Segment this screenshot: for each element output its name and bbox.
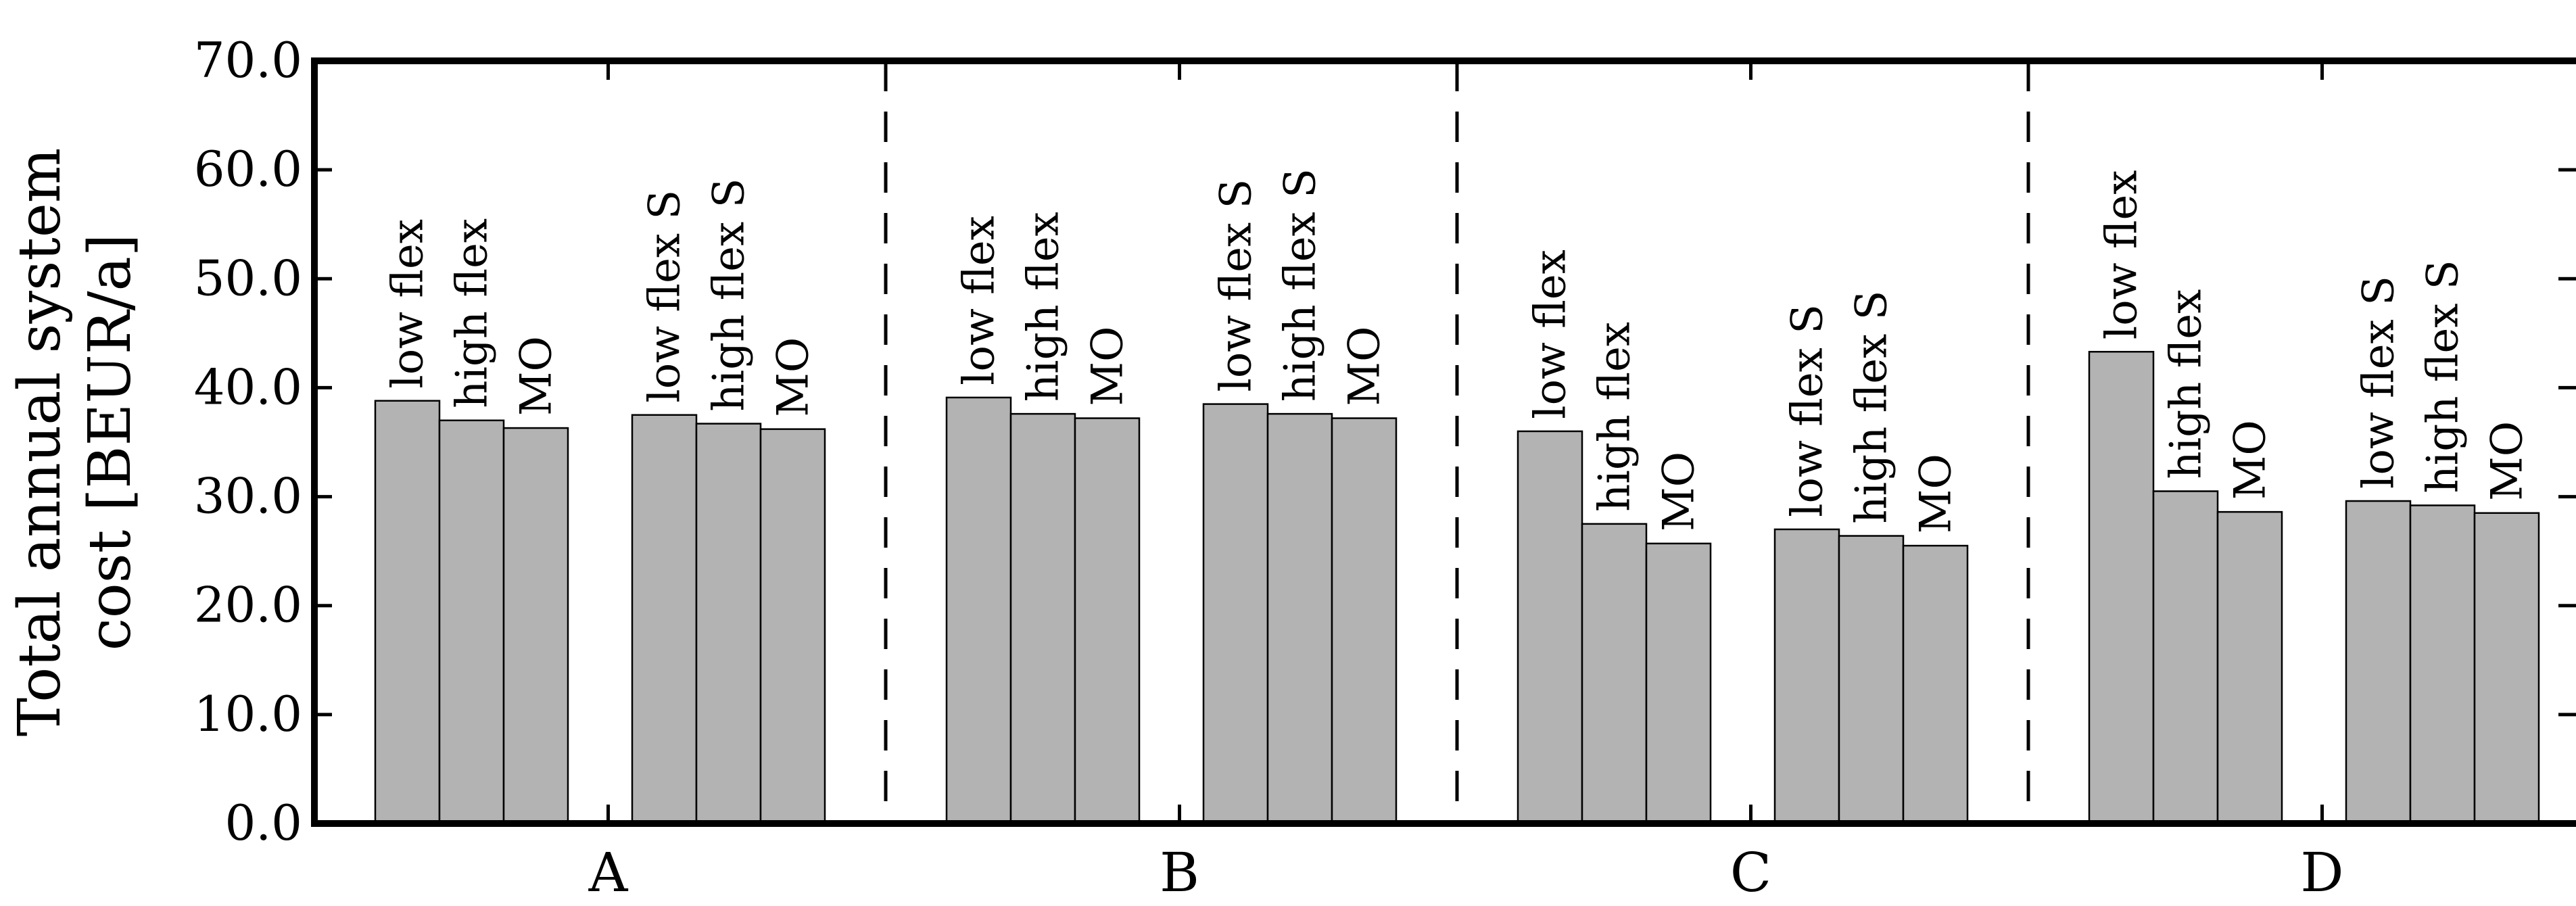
y-tick-label: 40.0 (194, 358, 302, 415)
bar (1266, 412, 1333, 825)
y-tick-label: 0.0 (224, 794, 302, 851)
bar (1773, 528, 1840, 825)
y-tick-label: 60.0 (194, 141, 302, 197)
bar-label: low flex S (1783, 304, 1833, 517)
bar-label: high flex S (1847, 291, 1897, 524)
x-category-label: D (2300, 841, 2343, 904)
y-tick-label: 50.0 (194, 249, 302, 306)
y-axis-ticks: 0.0 10.0 20.0 30.0 40.0 50.0 60.0 70.0 (194, 32, 2576, 851)
bar (695, 423, 762, 825)
bar (2409, 504, 2476, 825)
bar-label: MO (1083, 327, 1133, 406)
bar (631, 414, 698, 825)
bar (2152, 490, 2219, 825)
bar-label: high flex S (705, 178, 755, 412)
bar (1902, 544, 1969, 825)
bar-label: MO (2483, 421, 2533, 501)
bar-label: low flex (1526, 249, 1576, 419)
bar-label: low flex S (2354, 276, 2404, 489)
scenario-separators (884, 61, 2030, 824)
bar (1517, 430, 1583, 825)
y-axis-label-line: cost [BEUR/a] (76, 234, 144, 651)
bar (502, 427, 569, 825)
bar (945, 396, 1012, 825)
bar (1838, 535, 1905, 825)
bar-label: low flex S (1212, 179, 1262, 392)
bar-labels: low flex high flex MO low flex S high flex S… (383, 168, 2533, 533)
bar-label: high flex (448, 218, 498, 408)
bar-label: high flex S (2418, 260, 2468, 493)
bar (2216, 510, 2283, 825)
x-category-label: A (588, 841, 629, 904)
bar-label: MO (2226, 420, 2276, 500)
bar (1202, 403, 1269, 825)
bar-label: low flex (383, 219, 433, 389)
bar (1645, 542, 1712, 825)
plot-frame (311, 57, 2576, 827)
bar-label: high flex (2162, 289, 2212, 479)
bar-label: MO (1654, 452, 1704, 531)
bar-label: high flex (1019, 212, 1069, 402)
y-tick-label: 10.0 (194, 686, 302, 742)
bar (1331, 417, 1398, 825)
bar-label: MO (769, 337, 819, 417)
bar (1074, 417, 1141, 825)
bar-label: MO (1340, 327, 1390, 406)
bar-label: low flex (955, 216, 1005, 385)
bar (1581, 523, 1648, 825)
bar (2345, 500, 2412, 825)
y-axis-label-line: Total annual system (6, 148, 74, 737)
bar-label: low flex (2097, 170, 2147, 339)
y-tick-label: 70.0 (194, 32, 302, 89)
bar-label: low flex S (640, 190, 690, 403)
bar (374, 400, 441, 825)
bar (759, 428, 826, 825)
y-tick-label: 30.0 (194, 468, 302, 525)
bar-label: MO (1911, 454, 1961, 533)
bar-label: MO (512, 336, 562, 416)
bars (374, 351, 2540, 825)
bar (2473, 512, 2540, 825)
x-axis-categories: A B C D (588, 61, 2344, 904)
y-tick-label: 20.0 (194, 577, 302, 634)
bar (438, 419, 505, 825)
x-category-label: C (1730, 841, 1771, 904)
bar (2088, 351, 2155, 825)
y-axis-label: Total annual system cost [BEUR/a] (6, 148, 144, 737)
bar (1009, 412, 1076, 825)
bar-label: high flex (1590, 322, 1640, 512)
x-category-label: B (1160, 841, 1199, 904)
bar-label: high flex S (1276, 168, 1326, 402)
